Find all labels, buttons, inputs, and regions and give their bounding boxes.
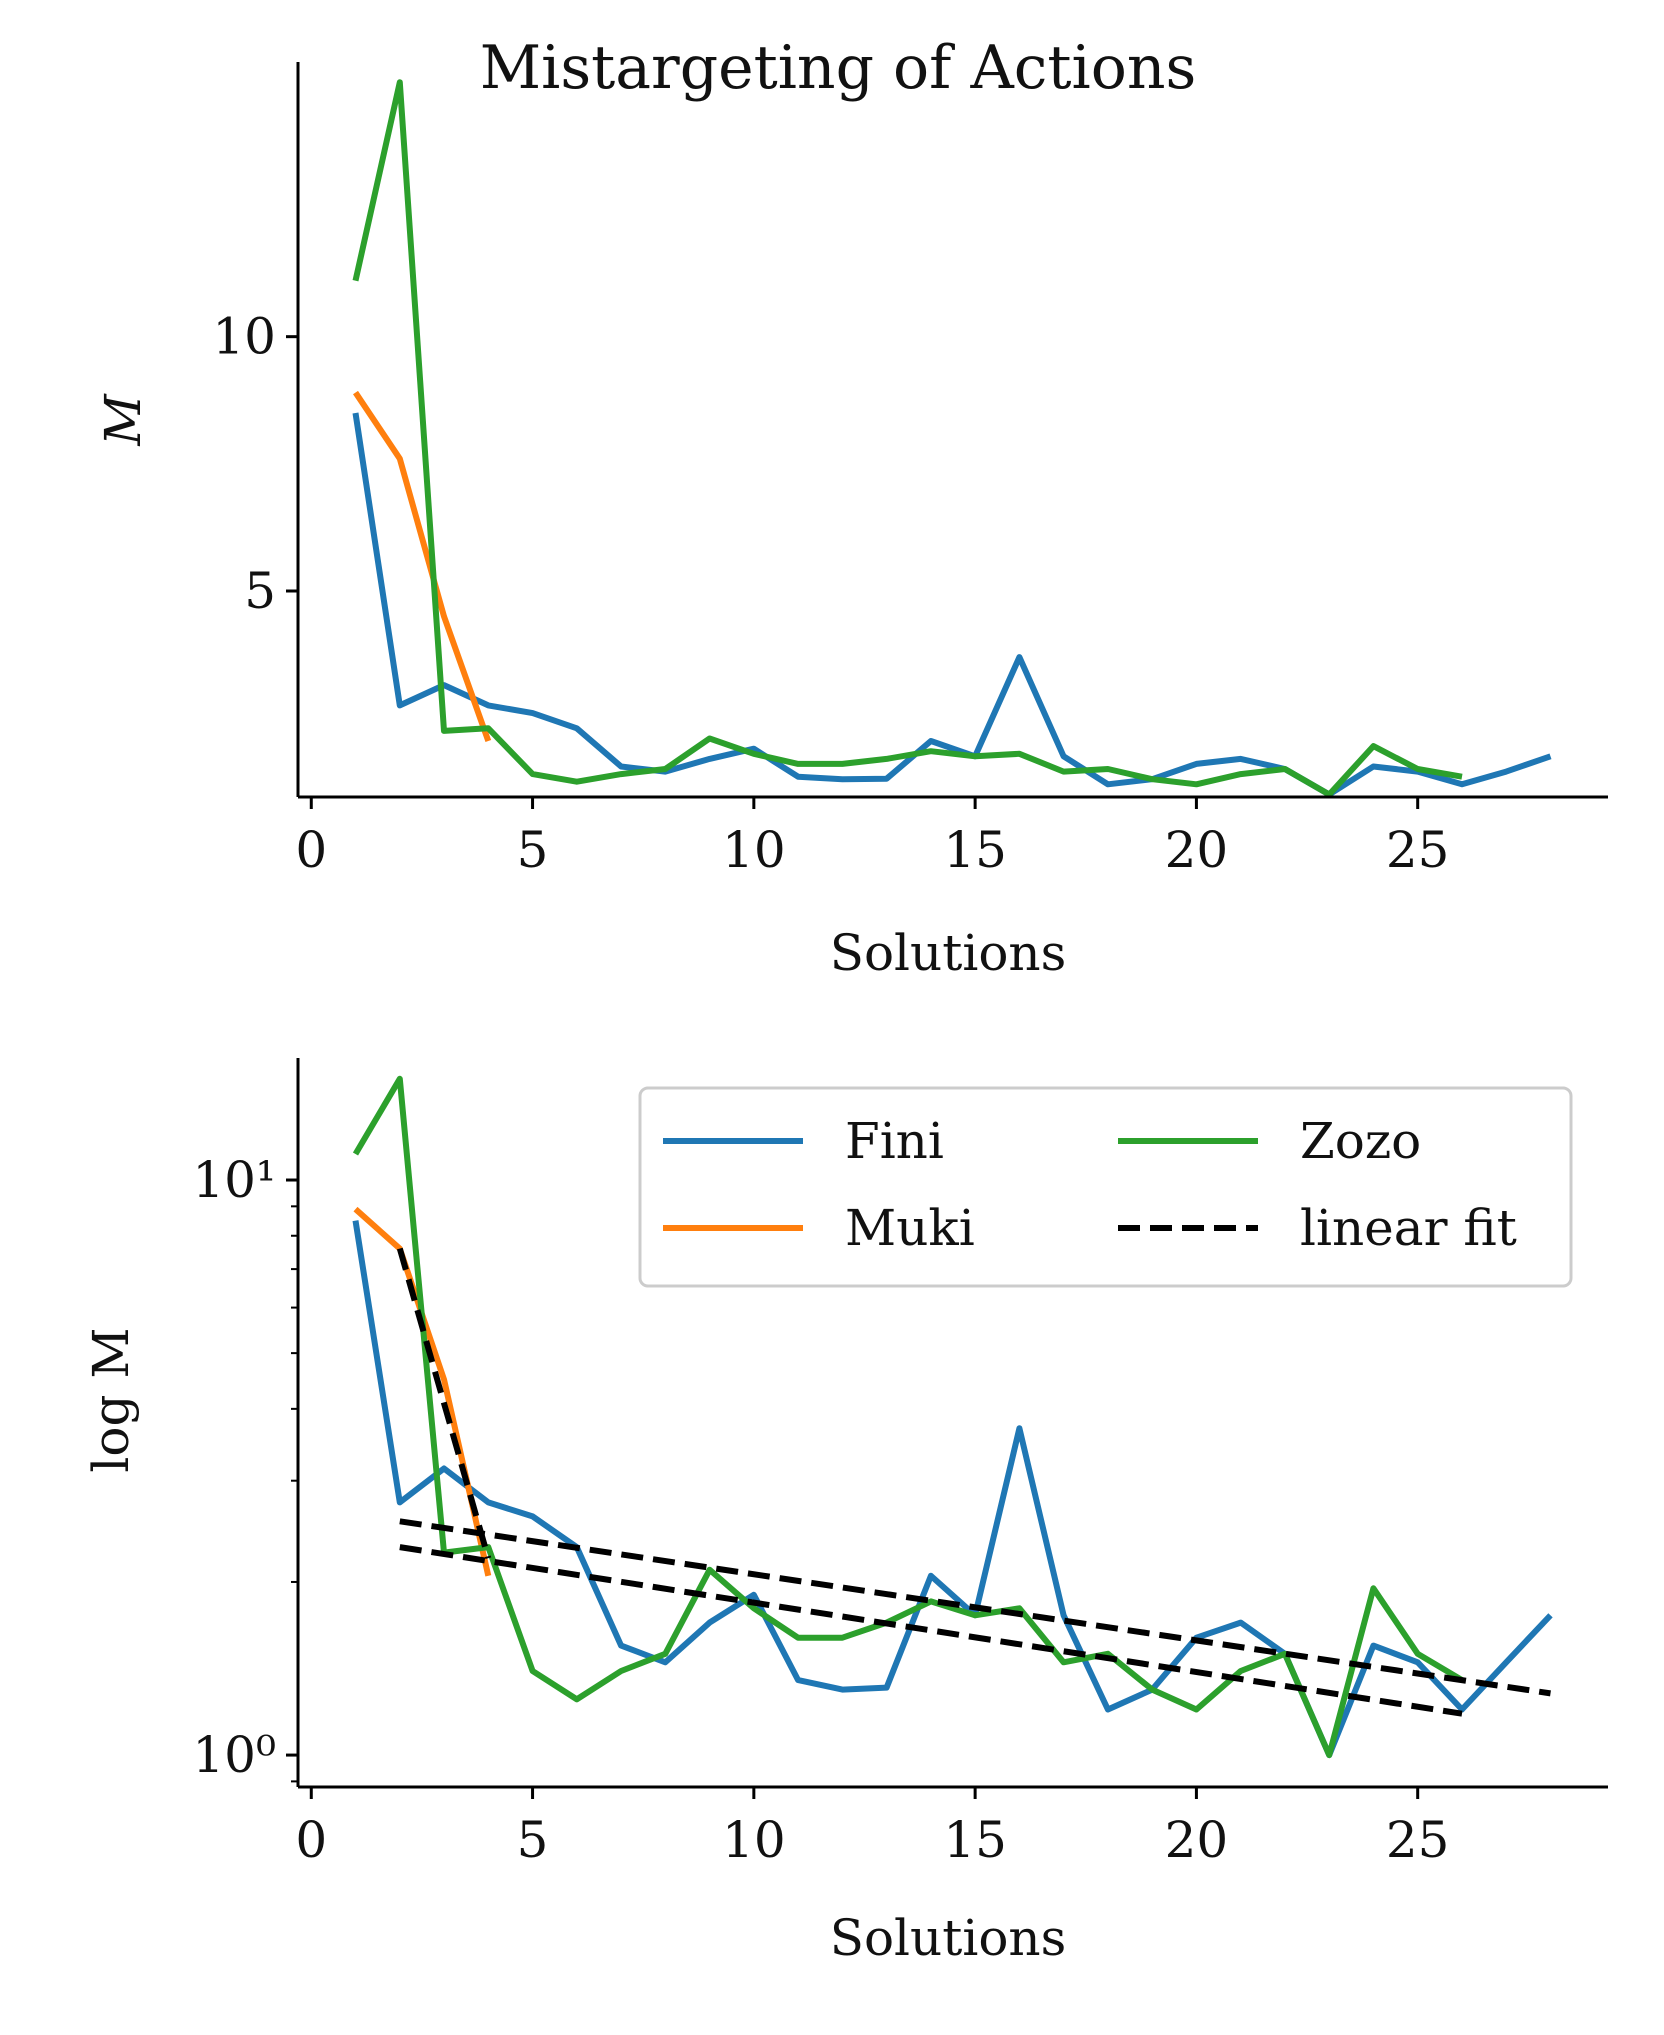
top-panel-y-tick-label: 5 xyxy=(244,562,276,620)
top-panel-y-axis-label: M xyxy=(94,393,152,447)
legend-label-muki: Muki xyxy=(845,1199,975,1257)
top-panel-x-tick-label: 10 xyxy=(722,821,786,879)
top-panel-series-zozo xyxy=(352,79,1463,798)
legend-entry-muki: Muki xyxy=(663,1199,975,1257)
bottom-panel-axes: 0 5 10 15 20 25 10⁰ 10¹ xyxy=(192,1058,1608,1869)
top-panel-series-muki xyxy=(353,390,492,743)
legend-frame xyxy=(638,1086,1573,1288)
bottom-panel-log: 0 5 10 15 20 25 10⁰ 10¹ Solutions log M xyxy=(82,1058,1608,1967)
bottom-panel-x-tick-label: 5 xyxy=(517,1811,549,1869)
top-panel-axes: 0 5 10 15 20 25 5 10 xyxy=(212,62,1608,879)
bottom-panel-y-axis-label: log M xyxy=(82,1327,140,1472)
bottom-panel-x-tick-label: 20 xyxy=(1165,1811,1229,1869)
bottom-panel-x-tick-label: 25 xyxy=(1386,1811,1450,1869)
top-panel-x-tick-label: 25 xyxy=(1386,821,1450,879)
bottom-panel-series-zozo xyxy=(352,1075,1464,1759)
legend-label-zozo: Zozo xyxy=(1300,1112,1421,1170)
legend-entry-fini: Fini xyxy=(663,1112,944,1170)
top-panel-series-fini xyxy=(352,412,1552,798)
legend-label-linear-fit: linear fit xyxy=(1300,1199,1517,1257)
bottom-panel-x-tick-label: 15 xyxy=(943,1811,1007,1869)
bottom-panel-fit-line-1 xyxy=(396,1247,492,1560)
bottom-panel-x-tick-label: 10 xyxy=(722,1811,786,1869)
top-panel-x-tick-label: 5 xyxy=(517,821,549,879)
top-panel-linear: 0 5 10 15 20 25 5 10 Solutions M xyxy=(94,62,1608,982)
bottom-panel-series-fini xyxy=(352,1220,1553,1759)
bottom-panel-x-axis-label: Solutions xyxy=(830,1909,1067,1967)
legend-entry-linear-fit: linear fit xyxy=(1118,1199,1517,1257)
top-panel-x-tick-label: 15 xyxy=(943,821,1007,879)
bottom-panel-y-tick-label: 10¹ xyxy=(192,1151,276,1209)
top-panel-x-tick-label: 0 xyxy=(295,821,327,879)
bottom-panel-x-tick-label: 0 xyxy=(295,1811,327,1869)
bottom-panel-fit-line-2 xyxy=(399,1518,1551,1697)
legend-label-fini: Fini xyxy=(845,1112,944,1170)
bottom-panel-y-tick-label: 10⁰ xyxy=(192,1726,276,1784)
figure-title: Mistargeting of Actions xyxy=(480,33,1197,103)
top-panel-y-tick-label: 10 xyxy=(212,308,276,366)
bottom-panel-fit-line-3 xyxy=(399,1544,1463,1717)
top-panel-x-axis-label: Solutions xyxy=(830,924,1067,982)
top-panel-x-tick-label: 20 xyxy=(1165,821,1229,879)
legend: Fini Muki Zozo linear fit xyxy=(638,1086,1573,1288)
legend-entry-zozo: Zozo xyxy=(1118,1112,1421,1170)
top-panel-data-lines xyxy=(352,79,1552,798)
bottom-panel-data-lines xyxy=(352,1075,1553,1759)
